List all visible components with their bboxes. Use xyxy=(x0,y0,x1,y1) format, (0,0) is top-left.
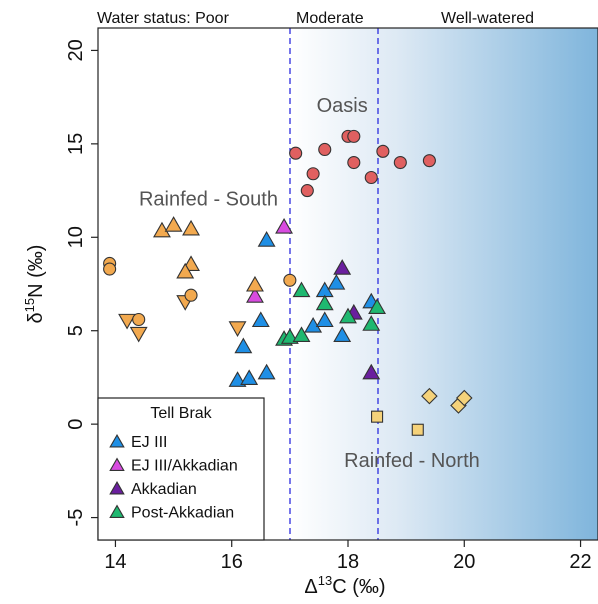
water-status-well-watered-label: Well-watered xyxy=(441,10,534,27)
data-point-group-4-9 xyxy=(393,155,407,170)
x-axis-title: Δ13C (‰) xyxy=(304,573,385,598)
legend-marker-post-akkadian xyxy=(109,504,125,519)
data-point-post-akkadian-2 xyxy=(292,281,311,298)
data-point-post-akkadian-6 xyxy=(362,315,381,331)
y-tick-label-15: 15 xyxy=(65,133,87,155)
legend-label-akkadian: Akkadian xyxy=(131,481,197,498)
y-tick-label--5: -5 xyxy=(65,509,87,527)
y-axis-title: δ15N (‰) xyxy=(22,245,47,324)
data-point-ej-iii-1 xyxy=(240,369,259,385)
y-tick-label-10: 10 xyxy=(65,226,87,248)
data-point-group-4-2 xyxy=(306,167,320,181)
data-point-ej-iii-3 xyxy=(234,337,253,354)
data-point-ej-iii-5 xyxy=(257,231,276,247)
data-point-group-4-5 xyxy=(347,129,361,143)
data-point-group-4-10 xyxy=(422,154,436,168)
annotation-rainfed-south: Rainfed - South xyxy=(139,189,278,211)
y-tick-label-5: 5 xyxy=(65,325,87,336)
data-point-group-6-1 xyxy=(129,326,148,343)
data-point-ej-iii-akkadian-1 xyxy=(275,217,293,234)
data-point-group-6-0 xyxy=(118,313,137,330)
data-points xyxy=(103,129,473,436)
annotation-oasis: Oasis xyxy=(317,95,368,117)
data-point-ej-iii-akkadian-0 xyxy=(246,287,264,303)
legend-items: EJ III EJ III/Akkadian Akkadian Post-Akkadi… xyxy=(109,433,238,522)
data-point-group-7-2 xyxy=(132,312,146,327)
data-point-group-4-8 xyxy=(376,144,390,158)
data-point-akkadian-0 xyxy=(333,259,352,275)
water-status-moderate-label: Moderate xyxy=(296,10,364,27)
data-point-post-akkadian-7 xyxy=(368,298,387,314)
water-status-header: Water status: Poor Moderate Well-watered xyxy=(97,10,534,27)
legend-label-post-akkadian: Post-Akkadian xyxy=(131,505,234,522)
data-point-ej-iii-4 xyxy=(251,311,270,328)
data-point-group-8-1 xyxy=(411,423,424,436)
data-point-ej-iii-10 xyxy=(333,326,352,343)
data-point-group-8-0 xyxy=(371,410,384,423)
legend-marker-akkadian xyxy=(109,480,125,495)
data-point-akkadian-2 xyxy=(362,363,381,380)
data-point-post-akkadian-3 xyxy=(292,326,311,343)
data-point-group-9-2 xyxy=(456,389,473,407)
y-tick-label-0: 0 xyxy=(65,419,87,430)
legend: Tell Brak EJ III EJ III/Akkadian Akkadian P… xyxy=(97,397,265,541)
data-point-group-7-4 xyxy=(283,273,297,287)
y-axis: -5 0 5 10 15 20 xyxy=(65,39,98,526)
data-point-group-7-1 xyxy=(103,262,117,276)
data-point-group-5-4 xyxy=(176,262,195,279)
data-point-group-4-0 xyxy=(289,146,303,160)
legend-label-ej-iii-akkadian: EJ III/Akkadian xyxy=(131,458,238,475)
data-point-group-4-6 xyxy=(347,155,361,170)
data-point-group-5-5 xyxy=(246,275,264,292)
x-tick-label-16: 16 xyxy=(221,551,243,573)
data-point-group-7-3 xyxy=(184,288,198,302)
data-point-post-akkadian-4 xyxy=(315,294,334,311)
x-axis: 14 16 18 20 22 xyxy=(104,540,592,573)
data-point-post-akkadian-5 xyxy=(339,307,357,324)
legend-label-ej-iii: EJ III xyxy=(131,434,167,451)
legend-title: Tell Brak xyxy=(150,405,212,422)
data-point-group-4-7 xyxy=(364,170,378,185)
data-point-group-9-0 xyxy=(421,387,438,405)
legend-box xyxy=(97,397,265,541)
legend-marker-ej-iii-akkadian xyxy=(109,457,125,472)
x-tick-label-18: 18 xyxy=(337,551,359,573)
data-point-group-4-1 xyxy=(300,184,314,198)
data-point-ej-iii-9 xyxy=(327,274,346,290)
data-point-group-4-3 xyxy=(318,142,332,157)
x-tick-label-22: 22 xyxy=(569,551,591,573)
data-point-group-5-1 xyxy=(164,216,183,232)
annotations: Oasis Rainfed - South Rainfed - North xyxy=(139,95,480,472)
water-status-poor-label: Water status: Poor xyxy=(97,10,230,27)
data-point-group-6-3 xyxy=(228,321,247,337)
y-tick-label-20: 20 xyxy=(65,39,87,61)
data-point-ej-iii-7 xyxy=(315,311,334,328)
x-tick-label-20: 20 xyxy=(453,551,475,573)
data-point-ej-iii-2 xyxy=(257,363,276,380)
data-point-group-5-2 xyxy=(182,219,200,236)
legend-marker-ej-iii xyxy=(109,433,125,448)
annotation-rainfed-north: Rainfed - North xyxy=(344,450,480,472)
x-tick-label-14: 14 xyxy=(104,551,126,573)
